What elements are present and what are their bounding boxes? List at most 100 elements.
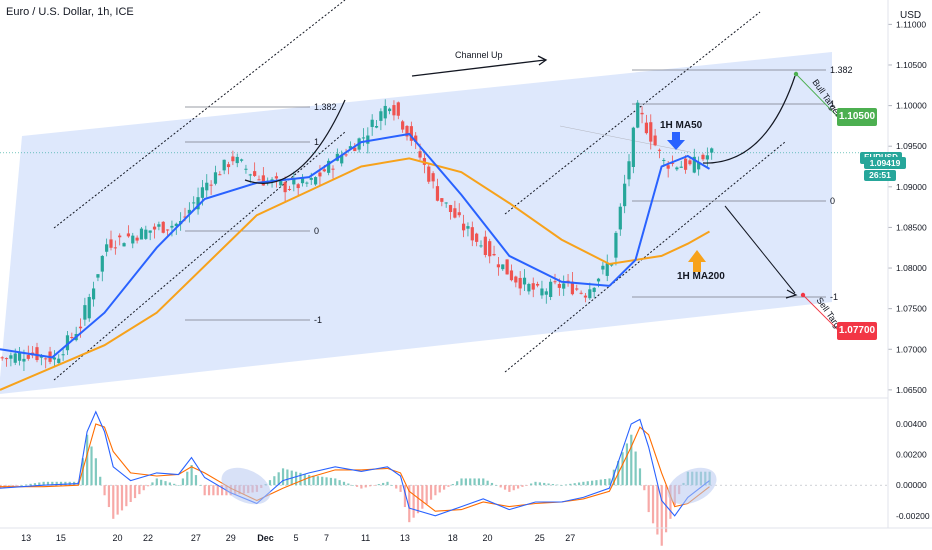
candle-body <box>17 352 22 361</box>
candle-body <box>105 244 109 252</box>
macd-histogram-bar <box>103 485 106 496</box>
candle-body <box>26 354 30 359</box>
macd-histogram-bar <box>495 485 498 486</box>
candle-body <box>605 263 609 276</box>
fib-label-left: 1.382 <box>314 102 337 112</box>
channel-up-arrowhead <box>537 55 548 66</box>
x-tick-label: 20 <box>113 533 123 543</box>
macd-histogram-bar <box>438 485 441 493</box>
candle-body <box>157 224 161 227</box>
candle-body <box>257 179 261 181</box>
candle-body <box>139 228 144 240</box>
macd-histogram-bar <box>268 480 272 486</box>
currency-label[interactable]: USD <box>900 10 922 21</box>
macd-histogram-bar <box>425 485 428 505</box>
macd-histogram-bar <box>482 478 485 486</box>
candle-body <box>466 226 470 229</box>
channel-up-arrow <box>411 59 546 77</box>
candle-body <box>614 232 618 258</box>
candle-body <box>383 105 387 119</box>
countdown-tag: 26:51 <box>864 170 896 181</box>
macd-histogram-bar <box>181 478 185 486</box>
candle-body <box>192 202 196 204</box>
candle-body <box>35 347 39 361</box>
macd-histogram-bar <box>129 485 132 502</box>
candle-body <box>100 255 104 272</box>
macd-histogram-bar <box>621 452 624 486</box>
macd-histogram-bar <box>20 485 23 486</box>
candle-body <box>91 288 96 300</box>
candle-body <box>235 156 239 164</box>
macd-histogram-bar <box>138 485 141 495</box>
macd-y-tick-label: 0.00200 <box>896 450 927 460</box>
macd-histogram-bar <box>564 484 568 486</box>
macd-histogram-bar <box>321 476 324 486</box>
macd-histogram-bar <box>355 485 359 487</box>
macd-histogram-bar <box>473 478 476 486</box>
macd-histogram-bar <box>51 481 54 486</box>
candle-body <box>52 357 57 360</box>
candle-body <box>575 288 579 290</box>
macd-histogram-bar <box>534 481 537 486</box>
macd-histogram-bar <box>25 484 28 486</box>
candle-body <box>226 164 231 168</box>
candle-body <box>596 278 601 282</box>
macd-histogram-bar <box>647 485 650 513</box>
macd-histogram-bar <box>521 485 524 487</box>
candle-body <box>535 283 540 286</box>
candle-body <box>392 105 396 116</box>
macd-histogram-bar <box>434 485 437 496</box>
candle-body <box>109 239 113 248</box>
macd-histogram-bar <box>177 485 180 486</box>
macd-histogram-bar <box>490 482 494 486</box>
candle-body <box>274 176 279 179</box>
x-tick-label: 22 <box>143 533 153 543</box>
candle-body <box>57 358 61 364</box>
ma50-arrow <box>667 132 685 150</box>
macd-histogram-bar <box>33 483 37 486</box>
macd-histogram-bar <box>460 478 463 486</box>
macd-histogram-bar <box>203 485 206 496</box>
x-tick-label: 18 <box>448 533 458 543</box>
candle-body <box>644 122 649 134</box>
macd-histogram-bar <box>147 485 150 487</box>
macd-histogram-bar <box>543 482 546 486</box>
candle-body <box>679 166 683 168</box>
candle-body <box>396 102 400 116</box>
candle-body <box>322 169 326 172</box>
macd-histogram-bar <box>133 485 137 499</box>
projection-down-line <box>724 205 796 294</box>
candle-body <box>152 226 157 230</box>
macd-histogram-bar <box>604 479 607 486</box>
channel-up-zone <box>0 52 832 394</box>
candle-body <box>544 291 548 295</box>
chart-header: Euro / U.S. Dollar, 1h, ICE <box>6 6 134 18</box>
candle-body <box>640 112 644 115</box>
macd-histogram-bar <box>351 485 354 486</box>
fib-label-right: -1 <box>830 292 838 302</box>
candle-body <box>126 233 131 237</box>
x-tick-label: 15 <box>56 533 66 543</box>
macd-histogram-bar <box>595 480 598 486</box>
macd-histogram-bar <box>577 482 581 486</box>
macd-histogram-bar <box>168 482 171 486</box>
macd-highlight-right <box>667 467 717 505</box>
projection-down-arrowhead <box>785 289 798 299</box>
x-tick-label: 29 <box>226 533 236 543</box>
candle-body <box>313 177 318 185</box>
candle-body <box>688 160 692 165</box>
macd-histogram-bar <box>386 481 389 486</box>
candle-body <box>692 156 696 173</box>
macd-histogram-bar <box>421 485 424 509</box>
candle-body <box>65 335 70 351</box>
candle-body <box>583 295 588 298</box>
macd-histogram-bar <box>16 485 19 486</box>
macd-histogram-bar <box>190 464 193 486</box>
ma50-line <box>0 132 711 359</box>
macd-histogram-bar <box>59 481 63 486</box>
candle-body <box>496 264 501 268</box>
macd-histogram-bar <box>273 476 276 486</box>
candle-body <box>183 216 187 218</box>
channel-line-upper-1 <box>53 0 346 229</box>
